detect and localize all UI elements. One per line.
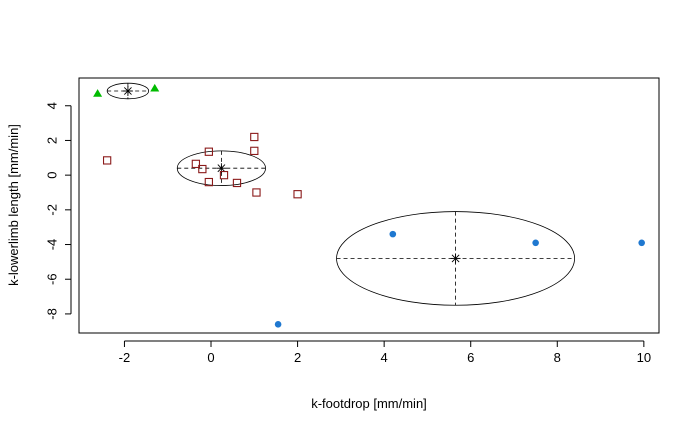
x-axis: -2 0 2 4 6 8 10 (119, 340, 651, 365)
y-axis-label: k-lowerlimb length [mm/min] (6, 124, 21, 286)
triangle-point (93, 89, 103, 97)
square-point (293, 190, 302, 199)
circle-point (638, 239, 645, 247)
points-layer (93, 83, 645, 328)
y-tick-label: -8 (45, 308, 60, 320)
x-tick-label: -2 (119, 350, 131, 365)
y-tick-label: -4 (45, 239, 60, 251)
square-point (198, 164, 207, 174)
star-stroke (123, 87, 132, 95)
y-axis: -8 -6 -4 -2 0 2 4 (45, 102, 72, 320)
square-point (204, 177, 214, 187)
square-point (191, 159, 201, 169)
square-point (252, 188, 261, 197)
x-tick-label: 2 (294, 350, 301, 365)
x-tick-label: 6 (467, 350, 474, 365)
circle-point (389, 230, 397, 238)
square-point (232, 178, 242, 188)
y-tick-label: -2 (45, 204, 60, 216)
square-point (204, 147, 214, 156)
x-tick-label: 8 (554, 350, 561, 365)
square-point (250, 132, 259, 142)
y-tick-label: 4 (45, 102, 60, 109)
y-tick-label: 2 (45, 137, 60, 144)
x-tick-label: 10 (637, 350, 651, 365)
triangle-point (150, 83, 160, 92)
x-axis-label: k-footdrop [mm/min] (311, 396, 427, 411)
star-stroke (451, 254, 460, 263)
plot-frame (78, 77, 660, 334)
ellipse-center-star (450, 253, 461, 264)
star-stroke (217, 164, 226, 173)
square-point (102, 156, 112, 165)
ellipse-layer (106, 82, 575, 306)
square-point (250, 146, 259, 156)
circle-point (532, 239, 539, 247)
y-tick-label: 0 (45, 172, 60, 179)
y-tick-label: -6 (45, 273, 60, 285)
x-tick-label: 0 (207, 350, 214, 365)
circle-point (274, 321, 282, 328)
ellipse-center-star (122, 86, 133, 97)
square-point (219, 170, 229, 180)
x-tick-label: 4 (381, 350, 388, 365)
